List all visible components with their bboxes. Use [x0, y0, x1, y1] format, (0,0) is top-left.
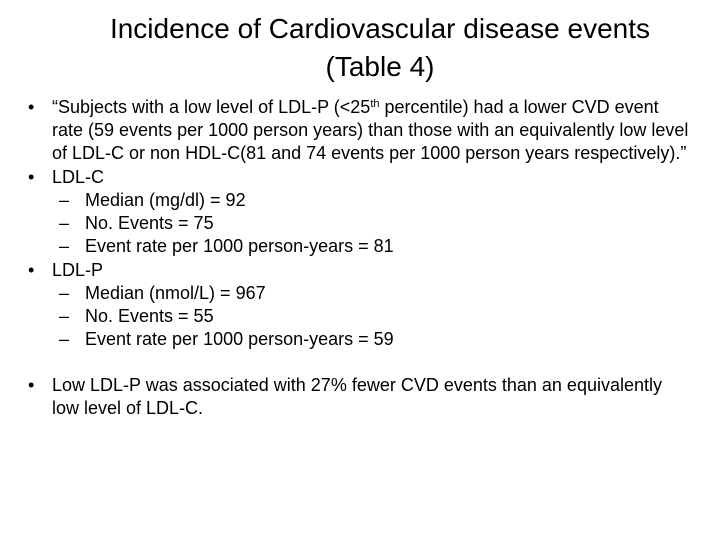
bullet-mark: • — [28, 97, 35, 117]
ldlp-item: – Event rate per 1000 person-years = 59 — [0, 328, 720, 351]
bullet-mark: • — [28, 260, 35, 280]
dash-mark: – — [59, 213, 70, 233]
dash-mark: – — [59, 306, 70, 326]
slide-body: • “Subjects with a low level of LDL-P (<… — [0, 96, 720, 420]
quote-superscript: th — [370, 98, 380, 110]
ldlp-item: – Median (nmol/L) = 967 — [0, 282, 720, 305]
quote-text-part2: percentile) had a lower CVD event rate (… — [52, 97, 689, 163]
title-line-1: Incidence of Cardiovascular disease even… — [109, 13, 651, 44]
dash-mark: – — [59, 236, 70, 256]
conclusion-text: Low LDL-P was associated with 27% fewer … — [52, 375, 662, 418]
ldlp-item-text: Event rate per 1000 person-years = 59 — [85, 329, 394, 349]
dash-mark: – — [59, 190, 70, 210]
bullet-mark: • — [28, 167, 35, 187]
ldlc-label: LDL-C — [52, 167, 105, 187]
ldlp-item: – No. Events = 55 — [0, 305, 720, 328]
ldlc-item: – Event rate per 1000 person-years = 81 — [0, 235, 720, 258]
bullet-ldlp: • LDL-P — [0, 259, 720, 282]
bullet-conclusion: • Low LDL-P was associated with 27% fewe… — [0, 374, 720, 420]
bullet-mark: • — [28, 375, 35, 395]
bullet-quote: • “Subjects with a low level of LDL-P (<… — [0, 96, 720, 165]
ldlc-item: – Median (mg/dl) = 92 — [0, 189, 720, 212]
dash-mark: – — [59, 329, 70, 349]
slide-title: Incidence of Cardiovascular disease even… — [40, 10, 720, 86]
ldlp-label: LDL-P — [52, 260, 104, 280]
ldlp-item-text: No. Events = 55 — [85, 306, 214, 326]
title-line-2: (Table 4) — [325, 51, 435, 82]
quote-text-part1: “Subjects with a low level of LDL-P (<25 — [52, 97, 371, 117]
ldlc-item-text: Median (mg/dl) = 92 — [85, 190, 246, 210]
bullet-ldlc: • LDL-C — [0, 166, 720, 189]
ldlp-item-text: Median (nmol/L) = 967 — [85, 283, 266, 303]
ldlc-item: – No. Events = 75 — [0, 212, 720, 235]
ldlc-item-text: No. Events = 75 — [85, 213, 214, 233]
ldlc-item-text: Event rate per 1000 person-years = 81 — [85, 236, 394, 256]
dash-mark: – — [59, 283, 70, 303]
